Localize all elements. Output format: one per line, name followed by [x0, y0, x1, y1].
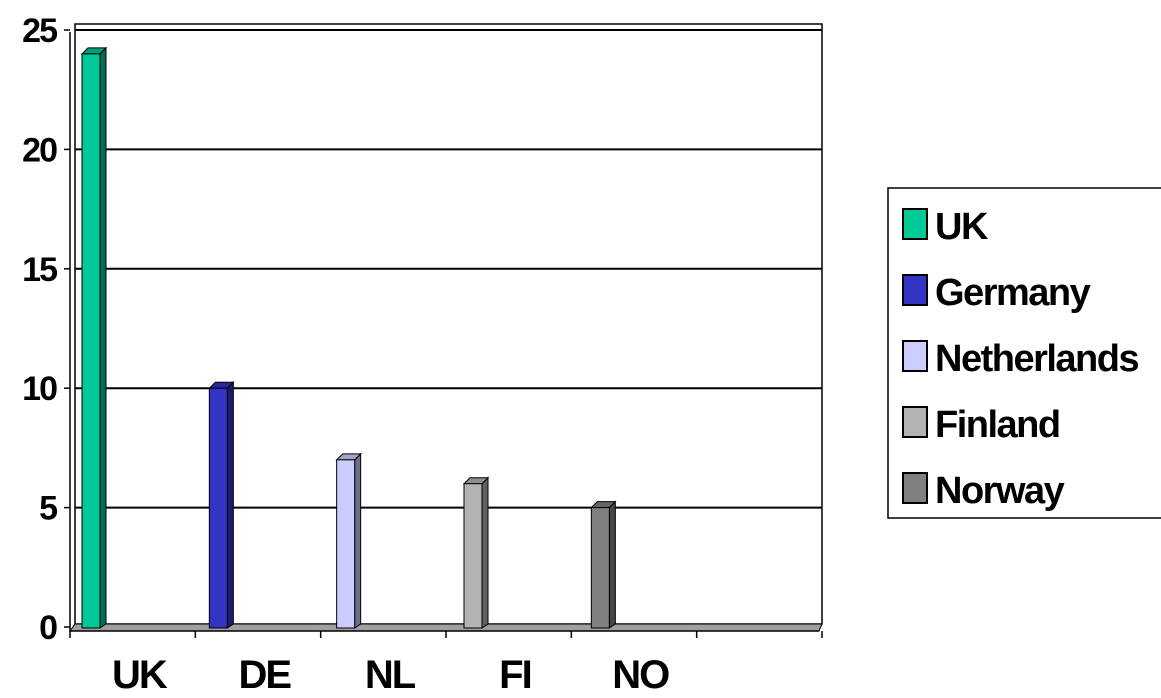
- y-tick-label: 15: [22, 251, 57, 289]
- x-tick-label: UK: [112, 653, 168, 693]
- legend-swatch-norway: [902, 472, 928, 504]
- x-tick-label: NL: [365, 653, 416, 693]
- x-tick-label: FI: [499, 653, 531, 693]
- y-tick-label: 25: [22, 12, 57, 50]
- legend-label-netherlands: Netherlands: [935, 338, 1138, 380]
- bar-front: [208, 387, 228, 629]
- bar-front: [336, 459, 356, 629]
- legend-label-norway: Norway: [935, 470, 1065, 512]
- plot-area: 0 5 10 15 20 25 UK DE NL FI NO: [22, 12, 823, 697]
- legend-swatch-netherlands: [902, 340, 928, 372]
- bar-side: [226, 380, 234, 629]
- y-tick-label: 10: [22, 370, 57, 408]
- bar-front: [590, 507, 610, 629]
- plot-frame: [74, 23, 823, 625]
- y-tick-label: 0: [39, 609, 57, 647]
- x-tick-label: DE: [238, 653, 291, 693]
- legend: UK Germany Netherlands Finland Norway: [887, 187, 1161, 519]
- bar-side: [608, 500, 616, 629]
- bar-fi: [462, 476, 490, 629]
- legend-swatch-germany: [902, 274, 928, 306]
- bar-no: [590, 500, 617, 629]
- y-tick-label: 5: [39, 490, 57, 528]
- legend-swatch-finland: [902, 406, 928, 438]
- legend-label-finland: Finland: [935, 404, 1060, 446]
- bar-side: [481, 476, 489, 629]
- floor: [69, 623, 823, 632]
- legend-swatch-uk: [902, 208, 928, 240]
- y-tick-label: 20: [22, 131, 57, 169]
- x-tick-label: NO: [612, 653, 669, 693]
- legend-label-germany: Germany: [935, 272, 1091, 314]
- bar-front: [463, 483, 483, 629]
- legend-label-uk: UK: [935, 206, 989, 248]
- legend-box: [887, 187, 1161, 519]
- bar-de: [208, 380, 235, 629]
- bar-side: [354, 452, 362, 629]
- bar-side: [99, 46, 107, 629]
- bar-nl: [335, 452, 362, 629]
- bar-uk: [80, 46, 108, 629]
- bar-front: [81, 53, 101, 629]
